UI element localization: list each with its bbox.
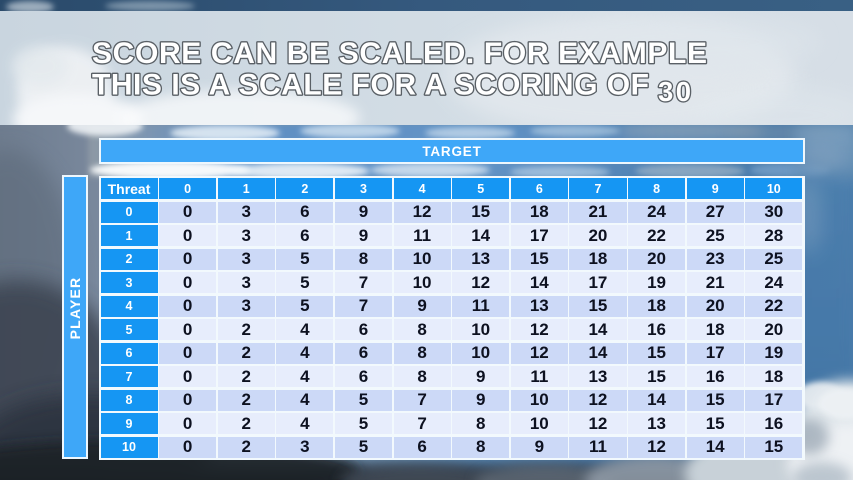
svg-text:THIS IS A SCALE FOR A SCORING: THIS IS A SCALE FOR A SCORING OF — [92, 69, 649, 102]
svg-text:SCORE CAN BE SCALED. FOR EXAMP: SCORE CAN BE SCALED. FOR EXAMPLE — [92, 37, 707, 70]
svg-text:30: 30 — [658, 76, 691, 107]
